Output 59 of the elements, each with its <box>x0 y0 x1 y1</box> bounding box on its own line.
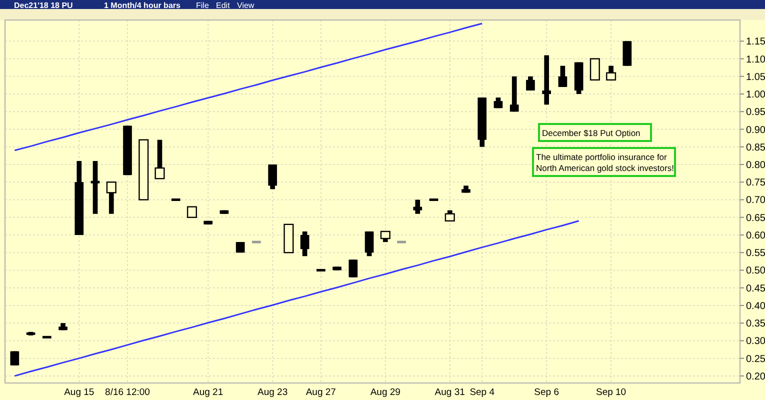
candlestick <box>90 160 100 214</box>
candlestick <box>380 230 390 242</box>
candlestick <box>444 210 455 222</box>
candlestick <box>268 164 277 190</box>
candlestick <box>42 336 52 338</box>
y-tick-label: 0.20 <box>746 371 765 382</box>
x-tick-label: 8/16 12:00 <box>105 387 150 398</box>
y-tick-label: 0.65 <box>746 212 765 224</box>
candlestick <box>316 268 326 272</box>
x-tick-label: Aug 29 <box>370 387 400 398</box>
candlestick <box>154 140 165 180</box>
candlestick <box>590 58 600 81</box>
y-tick-label: 0.55 <box>746 248 765 260</box>
y-tick-label: 0.50 <box>746 266 765 277</box>
candlestick <box>186 206 197 218</box>
text: View <box>237 1 254 10</box>
y-tick-label: 0.35 <box>746 318 765 330</box>
y-tick-label: 1.10 <box>746 54 765 66</box>
annotation: The ultimate portfolio insurance for North American gold stock investors! <box>536 152 674 173</box>
x-tick-label: Aug 15 <box>64 387 94 398</box>
x-tick-label: Sep 10 <box>596 387 626 398</box>
candlestick <box>510 76 519 112</box>
y-tick-label: 0.45 <box>746 283 765 294</box>
y-tick-label: 0.85 <box>746 142 765 154</box>
y-tick-label: 0.25 <box>746 354 765 365</box>
line-series <box>14 220 580 377</box>
x-tick-label: Sep 6 <box>534 387 559 398</box>
candlestick <box>542 55 551 105</box>
x-tick-label: Aug 21 <box>193 387 224 398</box>
candlestick <box>300 231 310 256</box>
candlestick <box>413 200 422 214</box>
x-tick-label: Aug 27 <box>306 387 336 398</box>
y-tick-label: 0.60 <box>746 230 765 242</box>
y-tick-label: 1.15 <box>746 36 765 48</box>
candlestick <box>606 66 616 81</box>
y-tick-label: 1.05 <box>746 72 765 83</box>
candlestick <box>106 182 116 214</box>
candlestick <box>558 66 568 87</box>
y-tick-label: 0.30 <box>746 336 765 348</box>
y-tick-label: 0.40 <box>746 300 765 312</box>
candlestick <box>429 198 438 201</box>
x-tick-label: Aug 31 <box>434 387 465 398</box>
candlestick <box>171 198 180 201</box>
y-tick-label: 0.75 <box>746 178 765 189</box>
x-tick-label: Sep 4 <box>470 387 495 398</box>
text: Dec21'18 18 PU <box>14 1 74 10</box>
y-tick-label: 0.95 <box>746 107 765 118</box>
annotation: December $18 Put Option <box>542 128 641 138</box>
candlestick <box>526 76 535 90</box>
y-tick-label: 0.90 <box>746 124 765 136</box>
text: 1 Month/4 hour bars <box>104 1 181 10</box>
text: Edit <box>216 1 231 10</box>
text: File <box>196 1 210 10</box>
x-tick-label: Aug 23 <box>258 387 288 398</box>
y-tick-label: 0.70 <box>746 195 765 206</box>
y-tick-label: 0.80 <box>746 160 765 171</box>
line-series <box>14 22 483 152</box>
candlestick <box>364 231 374 256</box>
y-tick-label: 1.00 <box>746 90 765 101</box>
